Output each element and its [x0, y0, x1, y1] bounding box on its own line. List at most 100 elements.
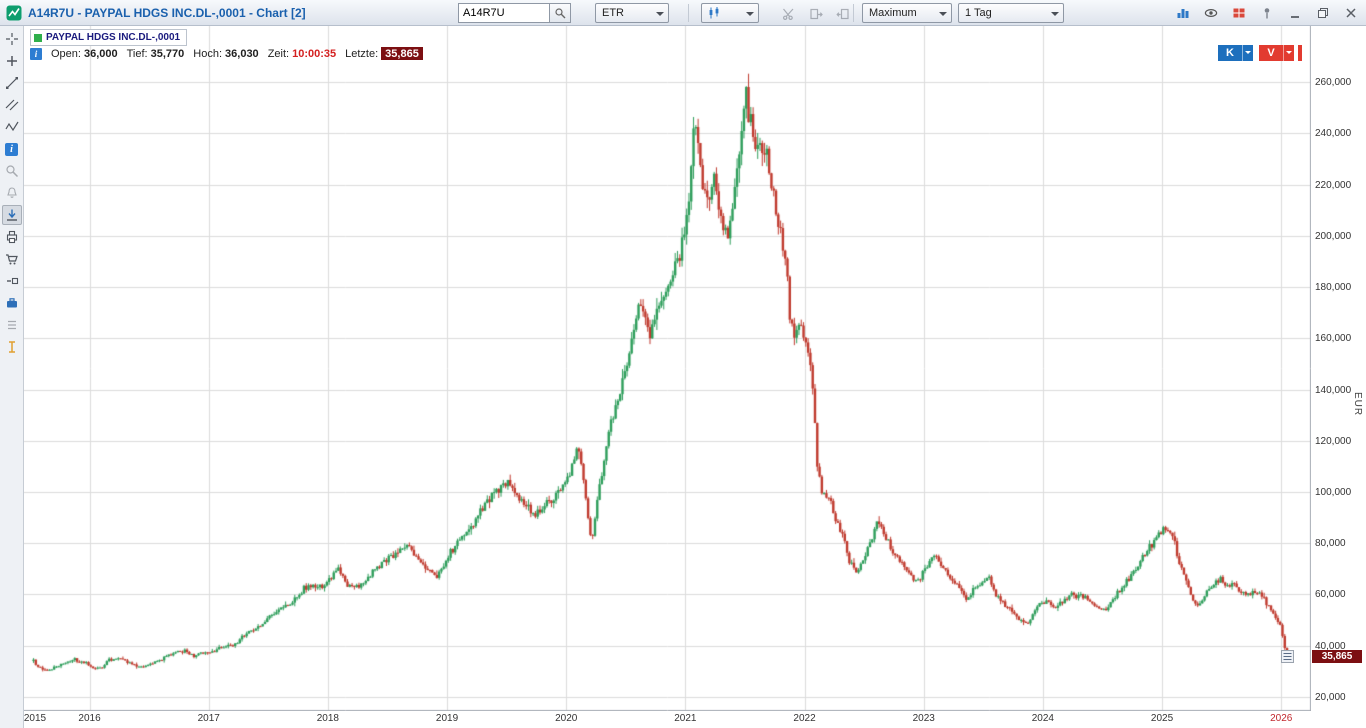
pointer-crosshair-icon	[5, 33, 18, 45]
chart-panel: 20,000 40,000 60,000 80,000 100,000 120,000 14…	[24, 26, 1366, 728]
time-label: Zeit:	[267, 47, 290, 60]
buy-dropdown[interactable]	[1242, 45, 1253, 61]
save-chart-tool[interactable]	[1, 205, 22, 225]
legend-label: PAYPAL HDGS INC.DL-,0001	[46, 32, 181, 43]
order-book-icon[interactable]	[1281, 650, 1294, 664]
list-icon	[7, 320, 16, 330]
x-axis-label: 2023	[912, 713, 935, 724]
sell-button[interactable]: V	[1259, 45, 1283, 61]
quote-bar: i Open: 36,000 Tief: 35,770 Hoch: 36,030 Ze…	[30, 47, 423, 60]
x-axis-label: 2018	[316, 713, 339, 724]
restore-button[interactable]	[1314, 4, 1332, 22]
info-tool[interactable]: i	[2, 139, 22, 159]
symbol-lookup-button[interactable]	[549, 3, 571, 23]
last-value-badge: 35,865	[381, 47, 423, 60]
period-select[interactable]: Maximum	[862, 3, 952, 23]
y-axis-label: 160,000	[1315, 333, 1352, 345]
export-icon	[807, 5, 825, 23]
cut-icon	[780, 5, 798, 23]
printer-icon	[6, 230, 17, 244]
layout-red-icon	[1233, 8, 1245, 18]
x-axis-label: 2020	[555, 713, 578, 724]
zigzag-tool[interactable]	[2, 117, 22, 137]
sell-panel-handle[interactable]	[1298, 45, 1302, 61]
layout-button[interactable]	[1230, 4, 1248, 22]
minimize-button[interactable]	[1286, 4, 1304, 22]
download-arrow-icon	[6, 209, 17, 221]
parallel-channel-tool[interactable]	[2, 95, 22, 115]
toolbar-separator	[688, 4, 689, 22]
import-icon	[834, 5, 852, 23]
price-chart-canvas[interactable]	[24, 26, 1311, 711]
last-price-badge: 35,865	[1312, 649, 1362, 663]
cart-icon	[5, 254, 18, 265]
candlestick-icon	[709, 7, 719, 19]
high-label: Hoch:	[193, 47, 223, 60]
period-select-value: Maximum	[869, 7, 917, 19]
y-axis-label: 140,000	[1315, 384, 1352, 396]
last-label: Letzte:	[345, 47, 379, 60]
print-tool[interactable]	[2, 227, 22, 247]
trendline-icon	[5, 77, 18, 89]
y-axis-label: 260,000	[1315, 77, 1352, 89]
restore-icon	[1318, 8, 1328, 18]
y-axis-label: 100,000	[1315, 486, 1352, 498]
x-axis[interactable]: 2015 2016 2017 2018 2019 2020 2021 2022 2023 2024…	[24, 711, 1311, 728]
x-axis-label: 2019	[435, 713, 459, 724]
crosshair-tool[interactable]	[2, 51, 22, 71]
interval-select-value: 1 Tag	[965, 7, 992, 19]
app-logo-icon	[6, 5, 22, 21]
x-axis-label: 2021	[674, 713, 697, 724]
close-icon	[1346, 8, 1356, 18]
text-cursor-icon	[8, 341, 15, 353]
watch-button[interactable]	[1202, 4, 1220, 22]
bell-icon	[6, 187, 17, 198]
interval-select[interactable]: 1 Tag	[958, 3, 1064, 23]
trade-buttons: K V	[1218, 45, 1302, 61]
y-axis-label: 200,000	[1315, 230, 1352, 242]
y-axis-label: 220,000	[1315, 179, 1352, 191]
plus-icon	[6, 56, 17, 66]
x-axis-label: 2016	[78, 713, 101, 724]
portfolio-tool[interactable]	[2, 293, 22, 313]
order-basket-tool[interactable]	[2, 249, 22, 269]
compare-icon	[6, 277, 18, 285]
instrument-legend[interactable]: PAYPAL HDGS INC.DL-,0001	[30, 29, 188, 46]
pointer-tool[interactable]	[2, 29, 22, 49]
info-icon: i	[30, 47, 42, 60]
high-value: 36,030	[225, 47, 259, 60]
alert-tool[interactable]	[2, 183, 22, 203]
x-axis-label: 2015	[23, 713, 47, 724]
y-axis-label: 180,000	[1315, 282, 1352, 294]
pin-button[interactable]	[1258, 4, 1276, 22]
window-controls	[1174, 4, 1360, 22]
y-axis[interactable]: 20,000 40,000 60,000 80,000 100,000 120,000 14…	[1311, 26, 1366, 711]
toolbar-separator	[853, 4, 854, 22]
magnifier-pencil-icon	[554, 7, 565, 18]
symbol-input[interactable]	[458, 3, 550, 23]
buy-button[interactable]: K	[1218, 45, 1242, 61]
chart-columns-button[interactable]	[1174, 4, 1192, 22]
y-axis-label: 20,000	[1315, 691, 1346, 703]
y-axis-label: 80,000	[1315, 538, 1346, 550]
window-title: A14R7U - PAYPAL HDGS INC.DL-,0001 - Char…	[28, 6, 306, 20]
x-axis-label: 2022	[793, 713, 816, 724]
y-axis-label: 40,000	[1315, 640, 1346, 652]
compare-tool[interactable]	[2, 271, 22, 291]
magnifier-icon	[5, 165, 18, 178]
time-value: 10:00:35	[292, 47, 337, 60]
exchange-select[interactable]: ETR	[595, 3, 669, 23]
open-value: 36,000	[83, 47, 118, 60]
template-tool[interactable]	[2, 315, 22, 335]
exchange-select-value: ETR	[602, 7, 624, 19]
titlebar: A14R7U - PAYPAL HDGS INC.DL-,0001 - Char…	[0, 0, 1366, 26]
trendline-tool[interactable]	[2, 73, 22, 93]
parallel-lines-icon	[5, 99, 18, 111]
symbol-search	[458, 3, 571, 23]
chart-type-select[interactable]	[701, 3, 759, 23]
text-tool[interactable]	[2, 337, 22, 357]
sell-dropdown[interactable]	[1283, 45, 1294, 61]
zoom-tool[interactable]	[2, 161, 22, 181]
close-button[interactable]	[1342, 4, 1360, 22]
